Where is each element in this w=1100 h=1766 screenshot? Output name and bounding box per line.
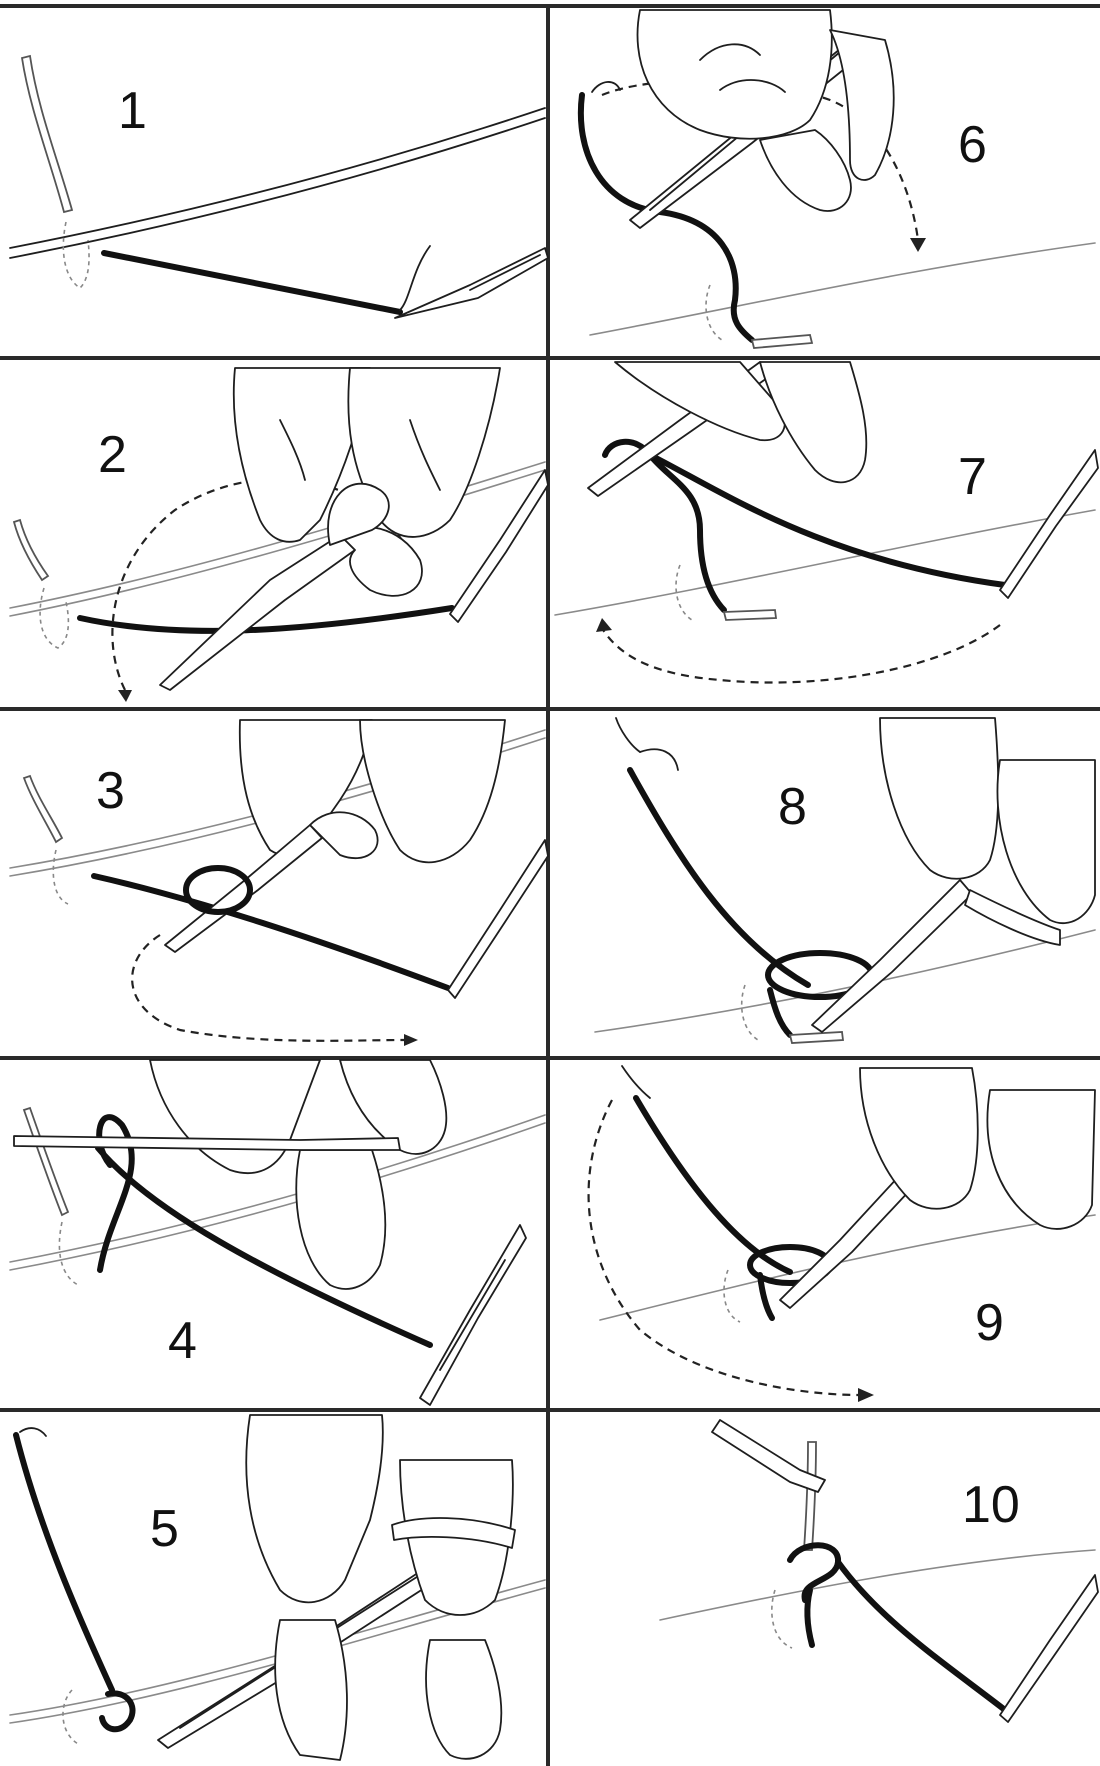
- panel-6: 6: [577, 9, 1096, 349]
- panel-4: 4: [9, 1059, 546, 1406]
- panel-10: 10: [659, 1419, 1099, 1723]
- panel-number: 9: [975, 1294, 1004, 1352]
- panel-5: 5: [9, 1414, 546, 1761]
- panel-3: 3: [9, 719, 549, 1046]
- panel-number: 5: [150, 1500, 179, 1558]
- panel-number: 7: [958, 448, 987, 506]
- panel-number: 6: [958, 116, 987, 174]
- panel-number: 2: [98, 426, 127, 484]
- panel-number: 10: [962, 1476, 1020, 1534]
- panel-number: 8: [778, 778, 807, 836]
- panel-9: 9: [587, 1065, 1096, 1402]
- panel-number: 3: [96, 762, 125, 820]
- panel-grid: [0, 4, 1100, 1766]
- panel-1: 1: [9, 54, 549, 319]
- panel-number: 1: [118, 82, 147, 140]
- panel-number: 4: [168, 1312, 197, 1370]
- panel-8: 8: [594, 717, 1096, 1044]
- panel-2: 2: [9, 367, 549, 702]
- panel-7: 7: [554, 361, 1099, 684]
